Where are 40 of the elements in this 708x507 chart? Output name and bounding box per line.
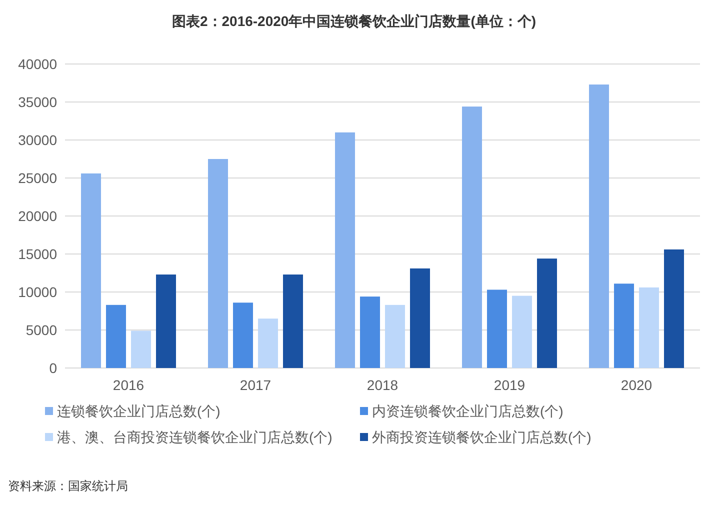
bar — [487, 290, 507, 368]
bar — [106, 304, 126, 368]
bar — [208, 159, 228, 368]
y-tick-label: 5000 — [26, 322, 58, 338]
x-tick-label: 2019 — [494, 377, 526, 393]
y-tick-label: 15000 — [18, 246, 58, 262]
bar — [589, 84, 609, 368]
legend-label: 港、澳、台商投资连锁餐饮企业门店总数(个) — [57, 429, 332, 445]
bar — [360, 296, 380, 368]
bar — [233, 302, 253, 368]
x-tick-label: 2016 — [112, 377, 144, 393]
bar — [258, 318, 278, 368]
legend-label: 内资连锁餐饮企业门店总数(个) — [372, 403, 564, 419]
bar — [156, 274, 176, 368]
bar — [462, 106, 482, 368]
x-tick-label: 2017 — [240, 377, 272, 393]
bar — [283, 274, 303, 368]
bar — [81, 173, 101, 368]
bar — [639, 287, 659, 368]
x-tick-label: 2020 — [620, 377, 652, 393]
y-tick-label: 25000 — [18, 170, 58, 186]
text: 资料来源：国家统计局 — [8, 479, 128, 493]
y-tick-label: 30000 — [18, 132, 58, 148]
chart-title: 图表2：2016-2020年中国连锁餐饮企业门店数量(单位：个) — [172, 13, 536, 29]
bar — [537, 258, 557, 368]
bar — [512, 296, 532, 368]
y-tick-label: 40000 — [18, 56, 58, 72]
bar — [410, 268, 430, 368]
bar — [131, 330, 151, 368]
bar — [385, 304, 405, 368]
x-tick-label: 2018 — [366, 377, 398, 393]
y-tick-label: 20000 — [18, 208, 58, 224]
bar — [335, 132, 355, 368]
legend-label: 外商投资连锁餐饮企业门店总数(个) — [372, 429, 592, 445]
legend-label: 连锁餐饮企业门店总数(个) — [57, 403, 220, 419]
y-tick-label: 35000 — [18, 94, 58, 110]
bar — [614, 284, 634, 368]
bar — [664, 249, 684, 368]
y-tick-label: 10000 — [18, 284, 58, 300]
y-tick-label: 0 — [49, 360, 58, 376]
